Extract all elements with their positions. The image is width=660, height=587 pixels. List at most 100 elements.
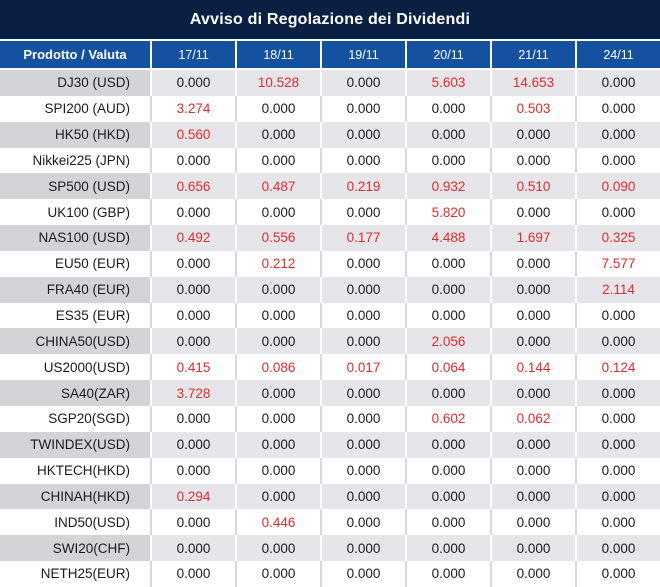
value-cell: 0.000 <box>575 535 660 562</box>
value-cell: 0.415 <box>150 354 235 381</box>
value-cell: 0.000 <box>320 302 405 329</box>
value-cell: 0.000 <box>575 509 660 536</box>
value-cell: 0.000 <box>150 509 235 536</box>
value-cell: 0.000 <box>405 121 490 148</box>
value-cell: 0.325 <box>575 225 660 251</box>
table-row: SPI200 (AUD) 3.274 0.000 0.000 0.000 0.503 0.0… <box>0 95 660 122</box>
value-cell: 0.000 <box>490 535 575 562</box>
value-cell: 0.492 <box>150 225 235 251</box>
value-cell: 0.017 <box>320 354 405 381</box>
value-cell: 0.000 <box>490 483 575 510</box>
table-row: US2000(USD) 0.415 0.086 0.017 0.064 0.144 0.12… <box>0 354 660 381</box>
table-row: HK50 (HKD) 0.560 0.000 0.000 0.000 0.000 0.000 <box>0 121 660 148</box>
value-cell: 0.000 <box>405 380 490 406</box>
value-cell: 1.697 <box>490 225 575 251</box>
product-cell: IND50(USD) <box>0 509 150 536</box>
value-cell: 0.932 <box>405 173 490 200</box>
value-cell: 0.000 <box>405 483 490 510</box>
value-cell: 0.000 <box>575 328 660 355</box>
column-header-product: Prodotto / Valuta <box>23 47 127 62</box>
value-cell: 0.000 <box>320 483 405 510</box>
value-cell: 0.000 <box>575 483 660 510</box>
table-row: TWINDEX(USD) 0.000 0.000 0.000 0.000 0.000 0.0… <box>0 431 660 458</box>
value-cell: 0.000 <box>150 535 235 562</box>
divider <box>0 68 660 70</box>
value-cell: 0.000 <box>235 95 320 122</box>
table-row: Nikkei225 (JPN) 0.000 0.000 0.000 0.000 0.000… <box>0 147 660 174</box>
value-cell: 0.656 <box>150 173 235 200</box>
value-cell: 0.000 <box>150 431 235 458</box>
value-cell: 0.000 <box>150 561 235 587</box>
table-row: SGP20(SGD) 0.000 0.000 0.000 0.602 0.062 0.000 <box>0 405 660 432</box>
value-cell: 0.000 <box>150 328 235 355</box>
table-row: NAS100 (USD) 0.492 0.556 0.177 4.488 1.697 0.3… <box>0 225 660 251</box>
product-cell: SWI20(CHF) <box>0 535 150 562</box>
table-row: FRA40 (EUR) 0.000 0.000 0.000 0.000 0.000 2.11… <box>0 276 660 303</box>
value-cell: 0.000 <box>405 147 490 174</box>
value-cell: 0.556 <box>235 225 320 251</box>
product-cell: Nikkei225 (JPN) <box>0 147 150 174</box>
value-cell: 0.000 <box>320 199 405 226</box>
value-cell: 0.000 <box>235 328 320 355</box>
value-cell: 0.000 <box>320 276 405 303</box>
value-cell: 5.603 <box>405 70 490 96</box>
value-cell: 0.000 <box>405 561 490 587</box>
value-cell: 0.000 <box>235 147 320 174</box>
value-cell: 0.000 <box>575 302 660 329</box>
table-row: SWI20(CHF) 0.000 0.000 0.000 0.000 0.000 0.000 <box>0 535 660 562</box>
product-cell: HKTECH(HKD) <box>0 457 150 484</box>
value-cell: 0.000 <box>235 457 320 484</box>
product-cell: NETH25(EUR) <box>0 561 150 587</box>
value-cell: 0.000 <box>405 302 490 329</box>
value-cell: 0.000 <box>490 509 575 536</box>
product-cell: SGP20(SGD) <box>0 405 150 432</box>
value-cell: 0.000 <box>320 535 405 562</box>
value-cell: 0.503 <box>490 95 575 122</box>
value-cell: 0.000 <box>320 328 405 355</box>
product-cell: HK50 (HKD) <box>0 121 150 148</box>
value-cell: 0.000 <box>150 70 235 96</box>
table-row: NETH25(EUR) 0.000 0.000 0.000 0.000 0.000 0.00… <box>0 561 660 587</box>
value-cell: 0.000 <box>490 276 575 303</box>
value-cell: 0.000 <box>235 431 320 458</box>
value-cell: 0.602 <box>405 405 490 432</box>
value-cell: 0.000 <box>150 147 235 174</box>
column-header-date: 24/11 <box>575 41 660 68</box>
value-cell: 3.728 <box>150 380 235 406</box>
value-cell: 0.000 <box>150 302 235 329</box>
value-cell: 0.000 <box>490 328 575 355</box>
value-cell: 0.000 <box>490 561 575 587</box>
product-cell: DJ30 (USD) <box>0 70 150 96</box>
table-row: UK100 (GBP) 0.000 0.000 0.000 5.820 0.000 0.00… <box>0 199 660 226</box>
value-cell: 10.528 <box>235 70 320 96</box>
value-cell: 0.000 <box>490 121 575 148</box>
value-cell: 0.000 <box>235 199 320 226</box>
value-cell: 0.000 <box>235 276 320 303</box>
value-cell: 0.000 <box>490 431 575 458</box>
value-cell: 0.000 <box>575 561 660 587</box>
value-cell: 0.000 <box>490 147 575 174</box>
value-cell: 0.000 <box>235 380 320 406</box>
value-cell: 0.000 <box>150 199 235 226</box>
value-cell: 0.000 <box>320 561 405 587</box>
value-cell: 0.000 <box>575 70 660 96</box>
value-cell: 0.000 <box>320 405 405 432</box>
table-row: IND50(USD) 0.000 0.446 0.000 0.000 0.000 0.000 <box>0 509 660 536</box>
value-cell: 0.177 <box>320 225 405 251</box>
product-cell: UK100 (GBP) <box>0 199 150 226</box>
value-cell: 14.653 <box>490 70 575 96</box>
value-cell: 0.000 <box>575 95 660 122</box>
product-cell: EU50 (EUR) <box>0 250 150 277</box>
product-cell: CHINA50(USD) <box>0 328 150 355</box>
product-cell: CHINAH(HKD) <box>0 483 150 510</box>
table-body: DJ30 (USD) 0.000 10.528 0.000 5.603 14.653 0.0… <box>0 70 660 587</box>
product-cell: NAS100 (USD) <box>0 225 150 251</box>
column-header-date: 20/11 <box>405 41 490 68</box>
value-cell: 0.000 <box>150 250 235 277</box>
value-cell: 0.000 <box>575 199 660 226</box>
table-row: DJ30 (USD) 0.000 10.528 0.000 5.603 14.653 0.0… <box>0 70 660 96</box>
value-cell: 0.000 <box>235 302 320 329</box>
table-header-row: Prodotto / Valuta 17/11 18/11 19/11 20/11 21/… <box>0 41 660 68</box>
value-cell: 0.000 <box>405 535 490 562</box>
